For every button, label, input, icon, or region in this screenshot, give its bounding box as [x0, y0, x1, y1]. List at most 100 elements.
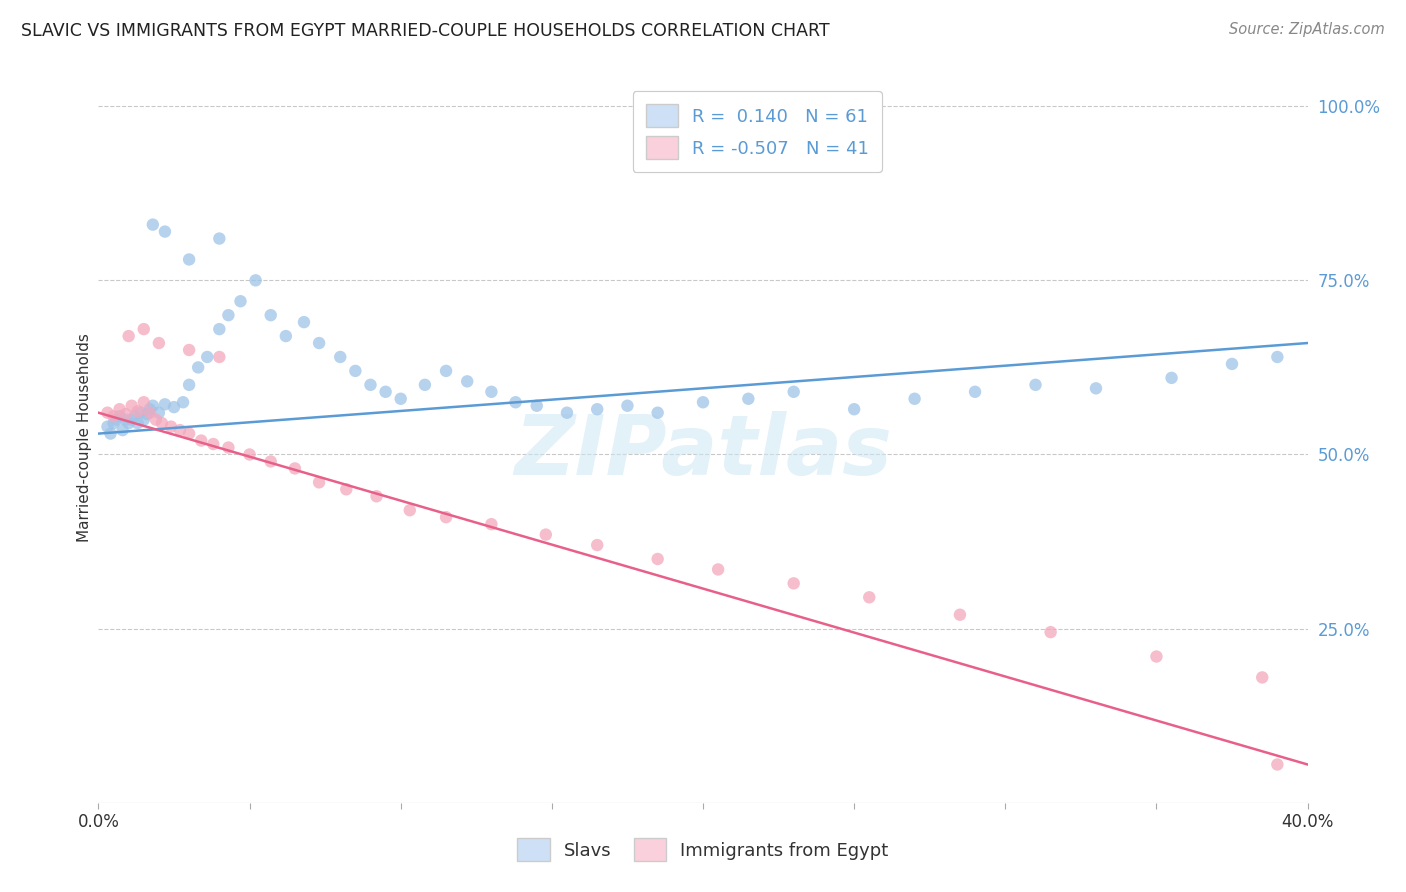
- Point: [129, 406, 152, 420]
- Point: [172, 395, 194, 409]
- Point: [586, 402, 609, 417]
- Point: [132, 322, 155, 336]
- Point: [179, 343, 201, 357]
- Text: ZIPatlas: ZIPatlas: [515, 411, 891, 492]
- Point: [949, 607, 972, 622]
- Point: [127, 404, 149, 418]
- Point: [208, 322, 231, 336]
- Point: [153, 225, 176, 239]
- Point: [114, 412, 136, 426]
- Point: [124, 409, 146, 424]
- Point: [1085, 381, 1108, 395]
- Point: [308, 336, 330, 351]
- Point: [139, 406, 162, 420]
- Point: [534, 527, 557, 541]
- Legend: R =  0.140   N = 61, R = -0.507   N = 41: R = 0.140 N = 61, R = -0.507 N = 41: [633, 91, 882, 172]
- Point: [150, 416, 173, 430]
- Point: [111, 423, 134, 437]
- Point: [335, 483, 357, 497]
- Point: [1267, 350, 1289, 364]
- Point: [329, 350, 352, 364]
- Point: [179, 377, 201, 392]
- Point: [284, 461, 307, 475]
- Point: [179, 426, 201, 441]
- Text: SLAVIC VS IMMIGRANTS FROM EGYPT MARRIED-COUPLE HOUSEHOLDS CORRELATION CHART: SLAVIC VS IMMIGRANTS FROM EGYPT MARRIED-…: [21, 22, 830, 40]
- Point: [481, 517, 503, 532]
- Point: [616, 399, 638, 413]
- Y-axis label: Married-couple Households: Married-couple Households: [77, 333, 91, 541]
- Point: [135, 407, 157, 421]
- Point: [121, 412, 143, 426]
- Point: [202, 437, 225, 451]
- Legend: Slavs, Immigrants from Egypt: Slavs, Immigrants from Egypt: [505, 826, 901, 874]
- Point: [103, 409, 125, 424]
- Point: [737, 392, 759, 406]
- Point: [260, 308, 283, 322]
- Point: [260, 454, 283, 468]
- Point: [160, 419, 183, 434]
- Point: [108, 402, 131, 417]
- Point: [127, 416, 149, 430]
- Point: [145, 412, 167, 426]
- Point: [1160, 371, 1182, 385]
- Point: [1024, 377, 1046, 392]
- Point: [229, 294, 252, 309]
- Point: [555, 406, 578, 420]
- Point: [505, 395, 527, 409]
- Point: [586, 538, 609, 552]
- Point: [103, 416, 125, 430]
- Point: [217, 308, 239, 322]
- Point: [100, 426, 122, 441]
- Point: [456, 375, 478, 389]
- Point: [783, 384, 806, 399]
- Point: [169, 423, 191, 437]
- Point: [190, 434, 212, 448]
- Point: [245, 273, 267, 287]
- Point: [274, 329, 297, 343]
- Point: [413, 377, 436, 392]
- Point: [1039, 625, 1062, 640]
- Point: [179, 252, 201, 267]
- Point: [163, 400, 186, 414]
- Point: [707, 562, 730, 576]
- Point: [647, 552, 669, 566]
- Point: [1144, 649, 1167, 664]
- Point: [132, 395, 155, 409]
- Point: [904, 392, 927, 406]
- Point: [153, 397, 176, 411]
- Point: [195, 350, 218, 364]
- Point: [783, 576, 806, 591]
- Point: [965, 384, 987, 399]
- Point: [121, 399, 143, 413]
- Point: [118, 329, 141, 343]
- Point: [148, 406, 170, 420]
- Point: [108, 409, 131, 424]
- Point: [308, 475, 330, 490]
- Point: [96, 406, 118, 420]
- Point: [187, 360, 209, 375]
- Point: [239, 448, 262, 462]
- Point: [844, 402, 866, 417]
- Point: [366, 489, 388, 503]
- Point: [132, 412, 155, 426]
- Point: [344, 364, 367, 378]
- Point: [142, 399, 165, 413]
- Point: [692, 395, 714, 409]
- Point: [389, 392, 412, 406]
- Point: [1220, 357, 1243, 371]
- Point: [142, 218, 165, 232]
- Point: [398, 503, 420, 517]
- Point: [139, 402, 162, 417]
- Point: [647, 406, 669, 420]
- Point: [208, 231, 231, 245]
- Point: [118, 416, 141, 430]
- Point: [360, 377, 382, 392]
- Point: [1251, 670, 1274, 684]
- Point: [148, 336, 170, 351]
- Point: [217, 441, 239, 455]
- Point: [374, 384, 396, 399]
- Point: [481, 384, 503, 399]
- Text: Source: ZipAtlas.com: Source: ZipAtlas.com: [1229, 22, 1385, 37]
- Point: [434, 364, 457, 378]
- Point: [1267, 757, 1289, 772]
